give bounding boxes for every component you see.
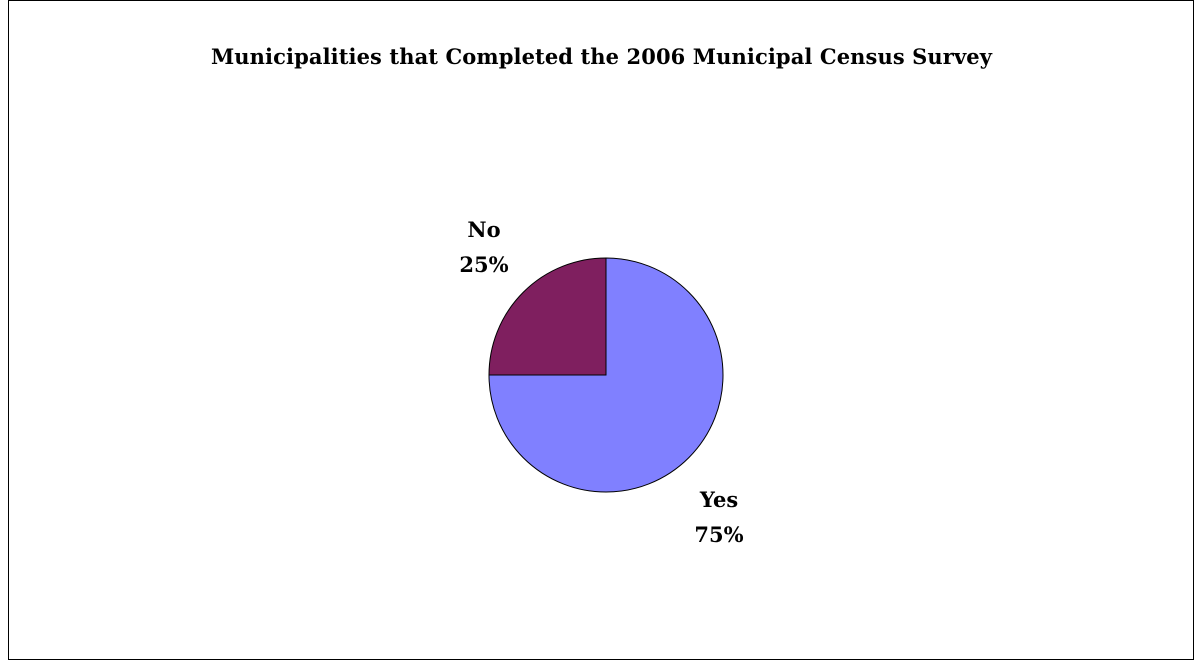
pie-labels: Yes 75% No 25% (459, 217, 743, 547)
pie-slice-no (488, 257, 607, 376)
slice-category-label: No (467, 217, 500, 242)
pie-slices (488, 257, 724, 493)
slice-value-label: 75% (694, 522, 743, 547)
slice-category-label: Yes (699, 487, 738, 512)
chart-title: Municipalities that Completed the 2006 M… (210, 44, 993, 69)
pie-slice-yes (488, 257, 724, 493)
slice-value-label: 25% (459, 252, 508, 277)
